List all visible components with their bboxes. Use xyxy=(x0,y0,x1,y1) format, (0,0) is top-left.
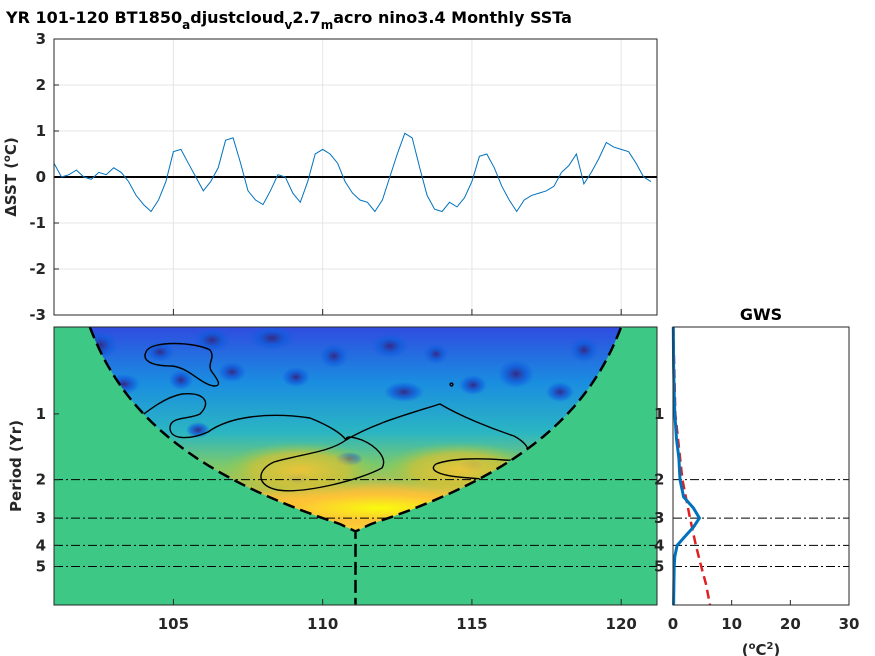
y-tick-label: -2 xyxy=(29,260,46,278)
x-tick-label: 110 xyxy=(307,615,338,633)
x-tick-label: 120 xyxy=(606,615,637,633)
power-spot xyxy=(194,328,230,352)
power-spot xyxy=(218,362,246,382)
top-y-axis-label: ΔSST (oC) xyxy=(2,137,20,217)
y-tick-label: 2 xyxy=(36,76,46,94)
wavelet-reference-lines xyxy=(54,479,657,568)
power-spot xyxy=(546,382,574,402)
gws-xlabel-sup-o: o xyxy=(749,641,756,652)
ylabel-part-2: C) xyxy=(2,137,20,155)
y-tick-label: 1 xyxy=(654,405,664,423)
title-sub-m: m xyxy=(321,18,334,32)
gws-plot-frame xyxy=(672,326,850,606)
gws-xlabel-part-0: ( xyxy=(742,641,749,656)
ylabel-sup-o: o xyxy=(2,155,13,162)
power-spot xyxy=(498,360,534,388)
title-part-6: acro nino3.4 Monthly SSTa xyxy=(333,8,572,27)
gws-x-axis-label: (oC2) xyxy=(742,641,781,656)
title-sub-v: v xyxy=(285,18,293,32)
y-tick-label: 4 xyxy=(36,536,46,554)
y-tick-label: 4 xyxy=(654,536,664,554)
wavelet-power-panel: 1 2 3 4 5 105 110 115 120 Period (Yr) xyxy=(7,326,658,633)
contour-left-lobe xyxy=(111,393,385,492)
figure-title: YR 101-120 BT1850adjustcloudv2.7macro ni… xyxy=(5,8,572,32)
power-spot xyxy=(372,334,408,358)
x-tick-label: 105 xyxy=(158,615,189,633)
y-tick-label: 5 xyxy=(654,558,664,576)
wavelet-plot-frame xyxy=(53,326,658,606)
contour-small xyxy=(144,342,220,387)
gws-title: GWS xyxy=(740,305,782,324)
y-tick-label: -1 xyxy=(29,214,46,232)
power-spot xyxy=(320,344,348,368)
top-plot-frame xyxy=(53,38,658,316)
wavelet-y-axis-label: Period (Yr) xyxy=(7,420,25,512)
power-spot xyxy=(384,382,424,402)
gws-plot-background xyxy=(673,327,849,605)
x-tick-label: 20 xyxy=(780,615,801,633)
y-tick-label: 0 xyxy=(36,168,46,186)
contour-right-lobe xyxy=(345,403,547,503)
power-spot xyxy=(570,338,598,362)
power-spot xyxy=(282,367,310,387)
gws-x-ticks: 0 10 20 30 xyxy=(668,600,860,633)
title-part-2: djustcloud xyxy=(190,8,284,27)
y-tick-label: 1 xyxy=(36,405,46,423)
gws-xlabel-sup-2: 2 xyxy=(766,641,773,652)
gws-y-ticks: 1 2 3 4 5 xyxy=(654,405,664,576)
cone-of-influence-line xyxy=(88,326,623,605)
title-sub-a: a xyxy=(182,18,190,32)
y-tick-label: 3 xyxy=(36,509,46,527)
title-part-4: 2.7 xyxy=(292,8,320,27)
y-tick-label: 3 xyxy=(654,509,664,527)
x-tick-label: 10 xyxy=(721,615,742,633)
gws-xlabel-part-4: ) xyxy=(773,641,780,656)
y-tick-label: 2 xyxy=(36,471,46,489)
power-spot xyxy=(169,370,193,390)
x-tick-label: 115 xyxy=(456,615,487,633)
power-spot xyxy=(424,344,448,364)
wavelet-x-ticks: 105 110 115 120 xyxy=(158,599,637,633)
x-tick-label: 0 xyxy=(668,615,678,633)
gws-xlabel-part-2: C xyxy=(755,641,766,656)
y-tick-label: -3 xyxy=(29,306,46,324)
gws-significance-line xyxy=(672,326,712,606)
y-tick-label: 5 xyxy=(36,558,46,576)
wavelet-y-ticks: 1 2 3 4 5 xyxy=(36,405,59,576)
y-tick-label: 2 xyxy=(654,471,664,489)
contour-tiny xyxy=(449,382,454,387)
y-tick-label: 3 xyxy=(36,30,46,48)
sst-timeseries-panel: -3 -2 -1 0 1 2 3 ΔSST (oC) xyxy=(2,30,658,324)
y-tick-label: 1 xyxy=(36,122,46,140)
x-tick-label: 30 xyxy=(839,615,860,633)
power-spot xyxy=(250,327,294,350)
power-spot xyxy=(459,375,487,395)
gws-spectrum-line xyxy=(671,326,702,606)
ylabel-part-0: ΔSST ( xyxy=(2,162,20,217)
title-part-0: YR 101-120 BT1850 xyxy=(5,8,182,27)
top-y-ticks: -3 -2 -1 0 1 2 3 xyxy=(29,30,59,324)
sst-series-line xyxy=(53,132,652,213)
